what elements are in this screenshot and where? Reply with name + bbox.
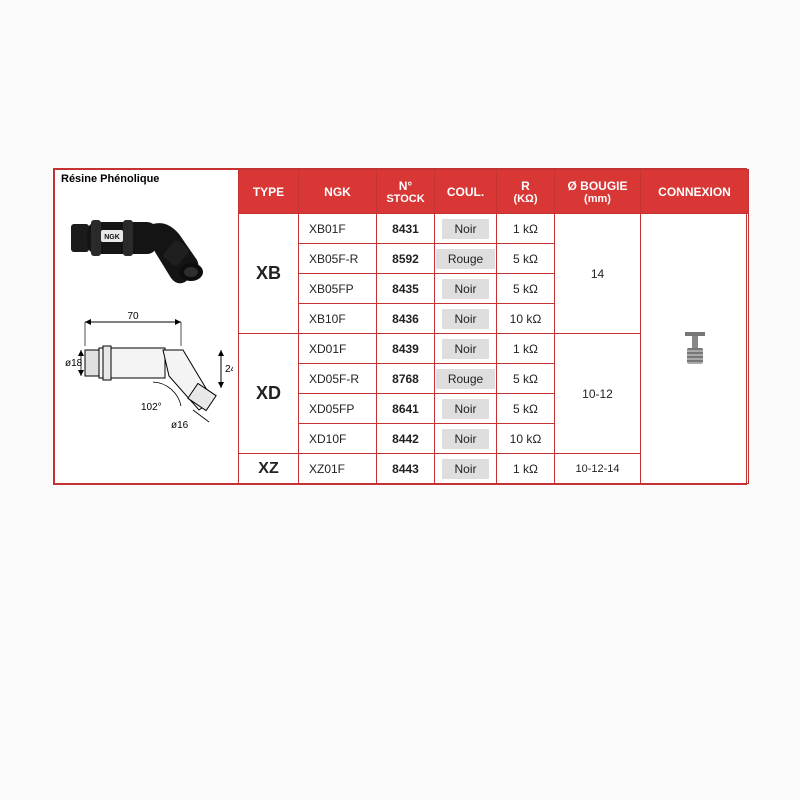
color-cell: Noir (435, 334, 497, 364)
r-cell: 10 kΩ (497, 424, 555, 454)
r-cell: 5 kΩ (497, 274, 555, 304)
color-pill: Rouge (436, 369, 495, 389)
dimension-drawing: 70 ø18 (63, 310, 233, 440)
color-pill: Noir (442, 279, 488, 299)
stock-cell: 8641 (377, 394, 435, 424)
type-cell-xz: XZ (239, 454, 299, 484)
header-bougie: Ø BOUGIE (mm) (555, 170, 641, 214)
header-type: TYPE (239, 170, 299, 214)
color-pill: Noir (442, 219, 488, 239)
color-cell: Noir (435, 394, 497, 424)
r-cell: 1 kΩ (497, 334, 555, 364)
stock-cell: 8439 (377, 334, 435, 364)
ngk-cell: XZ01F (299, 454, 377, 484)
stock-cell: 8431 (377, 214, 435, 244)
header-r: R (KΩ) (497, 170, 555, 214)
dim-height-right: 24 (225, 364, 233, 375)
r-cell: 1 kΩ (497, 214, 555, 244)
product-illustration: NGK (67, 190, 227, 290)
color-cell: Noir (435, 304, 497, 334)
stock-cell: 8443 (377, 454, 435, 484)
bougie-cell-xd: 10-12 (555, 334, 641, 454)
type-cell-xb: XB (239, 214, 299, 334)
color-cell: Noir (435, 454, 497, 484)
color-pill: Noir (442, 309, 488, 329)
dim-dia-left: ø18 (65, 358, 83, 369)
r-cell: 5 kΩ (497, 364, 555, 394)
r-cell: 1 kΩ (497, 454, 555, 484)
spec-table: Résine Phénolique NGK (54, 169, 749, 484)
stock-cell: 8768 (377, 364, 435, 394)
color-cell: Noir (435, 274, 497, 304)
color-pill: Noir (442, 339, 488, 359)
header-connexion: CONNEXION (641, 170, 749, 214)
stock-cell: 8435 (377, 274, 435, 304)
stock-cell: 8592 (377, 244, 435, 274)
r-cell: 5 kΩ (497, 394, 555, 424)
ngk-cell: XB01F (299, 214, 377, 244)
color-cell: Noir (435, 214, 497, 244)
connexion-cell (641, 214, 749, 484)
terminal-icon (682, 332, 708, 366)
header-row: Résine Phénolique NGK (55, 170, 749, 214)
type-cell-xd: XD (239, 334, 299, 454)
color-pill: Noir (442, 459, 488, 479)
ngk-cell: XB05F-R (299, 244, 377, 274)
color-cell: Rouge (435, 244, 497, 274)
svg-text:NGK: NGK (104, 234, 120, 241)
ngk-cell: XB05FP (299, 274, 377, 304)
ngk-cell: XD10F (299, 424, 377, 454)
left-diagram-cell: Résine Phénolique NGK (55, 170, 239, 484)
ngk-cell: XD05FP (299, 394, 377, 424)
color-pill: Rouge (436, 249, 495, 269)
r-cell: 5 kΩ (497, 244, 555, 274)
header-coul: COUL. (435, 170, 497, 214)
dim-dia-tip: ø16 (171, 420, 189, 431)
color-cell: Rouge (435, 364, 497, 394)
stock-cell: 8442 (377, 424, 435, 454)
r-cell: 10 kΩ (497, 304, 555, 334)
header-stock: N° STOCK (377, 170, 435, 214)
dim-angle: 102° (141, 402, 162, 413)
material-title: Résine Phénolique (61, 173, 159, 185)
dim-top-label: 70 (127, 311, 139, 322)
color-pill: Noir (442, 399, 488, 419)
color-pill: Noir (442, 429, 488, 449)
ngk-cell: XD01F (299, 334, 377, 364)
spec-table-sheet: Résine Phénolique NGK (53, 168, 747, 485)
ngk-cell: XB10F (299, 304, 377, 334)
ngk-cell: XD05F-R (299, 364, 377, 394)
color-cell: Noir (435, 424, 497, 454)
header-ngk: NGK (299, 170, 377, 214)
stock-cell: 8436 (377, 304, 435, 334)
bougie-cell-xz: 10-12-14 (555, 454, 641, 484)
bougie-cell-xb: 14 (555, 214, 641, 334)
